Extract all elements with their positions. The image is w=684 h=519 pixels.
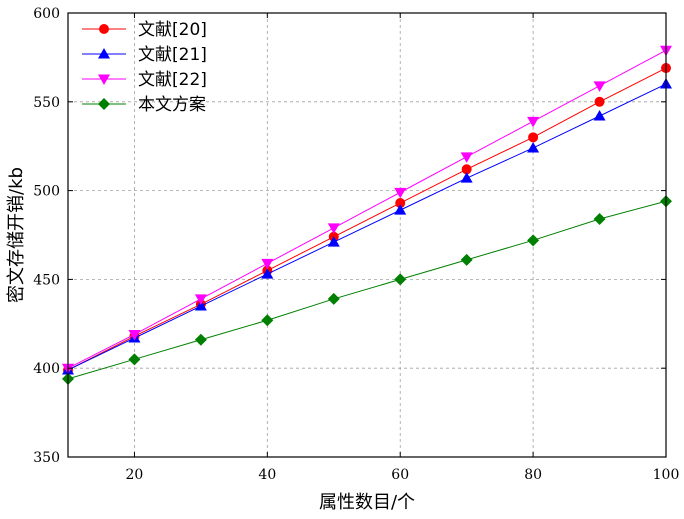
data-point xyxy=(128,353,141,366)
data-point xyxy=(194,294,207,305)
legend-item: 文献[22] xyxy=(82,70,207,90)
data-point xyxy=(261,258,274,270)
data-point xyxy=(394,204,407,215)
x-tick-label: 80 xyxy=(524,467,542,483)
data-point xyxy=(593,213,606,226)
legend-label: 文献[22] xyxy=(138,70,207,90)
data-point xyxy=(527,234,540,247)
y-tick-label: 500 xyxy=(33,184,60,200)
data-point xyxy=(327,236,340,247)
data-point xyxy=(327,223,340,234)
data-point xyxy=(395,198,406,209)
data-point xyxy=(461,164,472,175)
data-point xyxy=(261,314,274,327)
data-point xyxy=(593,81,606,92)
legend: 文献[20] 文献[21] 文献[22] 本文方案 xyxy=(82,20,207,115)
data-point xyxy=(460,152,473,163)
x-tick-label: 100 xyxy=(653,467,680,483)
data-point xyxy=(528,132,539,143)
x-tick-label: 60 xyxy=(391,467,409,483)
x-tick-label: 40 xyxy=(258,467,276,483)
data-point xyxy=(527,141,540,153)
legend-label: 文献[21] xyxy=(138,45,207,65)
data-point xyxy=(327,292,340,305)
series-layer xyxy=(62,45,672,385)
plot-frame xyxy=(67,12,667,458)
data-point xyxy=(394,273,407,286)
data-point xyxy=(128,329,141,341)
series-4 xyxy=(62,195,672,385)
y-tick-label: 400 xyxy=(33,361,60,377)
y-tick-label: 450 xyxy=(33,272,60,288)
x-axis-label: 属性数目/个 xyxy=(319,492,415,513)
series-line xyxy=(67,83,667,371)
data-point xyxy=(460,172,473,183)
data-point xyxy=(527,116,540,128)
data-point xyxy=(99,24,109,34)
y-tick-label: 600 xyxy=(33,6,60,22)
y-tick-label: 350 xyxy=(33,450,60,466)
data-point xyxy=(394,187,407,199)
legend-label: 本文方案 xyxy=(138,95,206,115)
x-tick-label: 20 xyxy=(126,467,144,483)
legend-item: 文献[20] xyxy=(82,20,207,40)
series-line xyxy=(67,67,667,371)
series-3 xyxy=(62,45,672,375)
data-point xyxy=(194,300,207,311)
data-point xyxy=(194,333,207,346)
data-point xyxy=(460,253,473,266)
legend-item: 本文方案 xyxy=(82,95,206,115)
series-line xyxy=(67,200,667,380)
y-tick-label: 550 xyxy=(33,95,60,111)
data-point xyxy=(98,48,110,59)
data-point xyxy=(593,110,606,121)
data-point xyxy=(98,98,110,110)
data-point xyxy=(594,96,605,107)
y-axis-label: 密文存储开销/kb xyxy=(6,167,27,303)
legend-item: 文献[21] xyxy=(82,45,207,65)
data-point xyxy=(261,268,274,279)
series-2 xyxy=(62,78,672,375)
legend-label: 文献[20] xyxy=(138,20,207,40)
axis-ticks: 20 40 60 80 100 350 400 450 500 550 600 xyxy=(33,6,679,483)
series-line xyxy=(67,49,667,369)
data-point xyxy=(98,74,110,85)
